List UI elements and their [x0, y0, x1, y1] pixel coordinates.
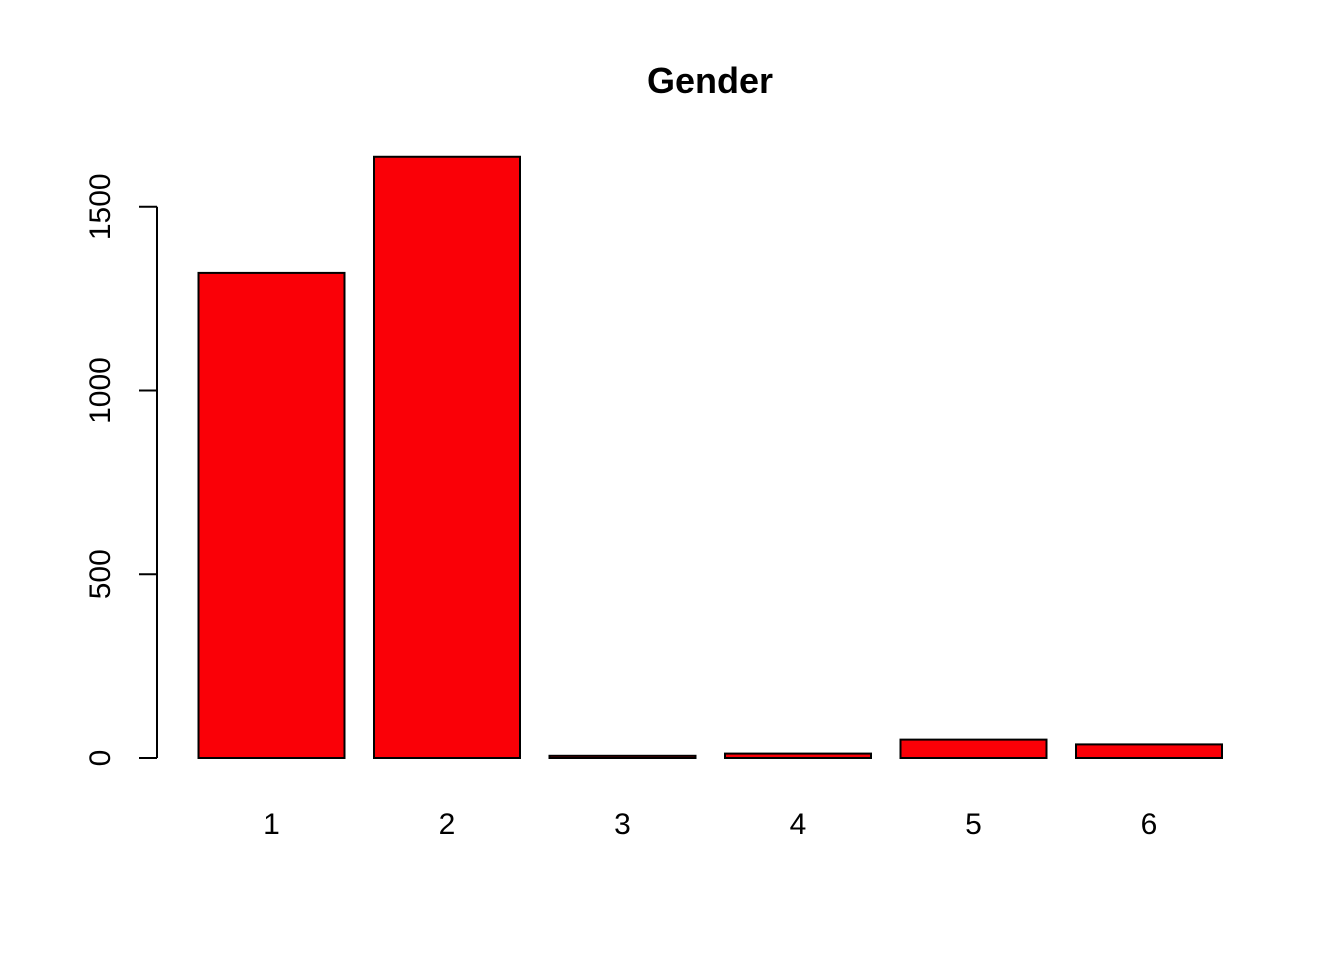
x-tick-label: 2: [439, 808, 456, 841]
bar-5: [899, 738, 1048, 759]
bar-6: [1075, 743, 1223, 760]
y-tick-label: 1500: [84, 173, 117, 240]
bar-2: [373, 155, 521, 759]
x-tick-label: 3: [614, 808, 631, 841]
x-tick-label: 5: [965, 808, 982, 841]
bar-1: [197, 271, 346, 759]
bar-4: [724, 752, 872, 760]
y-axis: 0 500 1000 1500: [84, 173, 158, 767]
y-tick-label: 1000: [84, 357, 117, 424]
x-tick-label: 6: [1141, 808, 1158, 841]
bar-3: [548, 754, 697, 759]
chart-title: Gender: [647, 60, 773, 101]
x-tick-label: 4: [790, 808, 807, 841]
y-tick-label: 0: [84, 750, 117, 767]
bars: [197, 155, 1223, 760]
x-axis-labels: 1 2 3 4 5 6: [263, 808, 1157, 841]
x-tick-label: 1: [263, 808, 280, 841]
y-tick-label: 500: [84, 549, 117, 599]
